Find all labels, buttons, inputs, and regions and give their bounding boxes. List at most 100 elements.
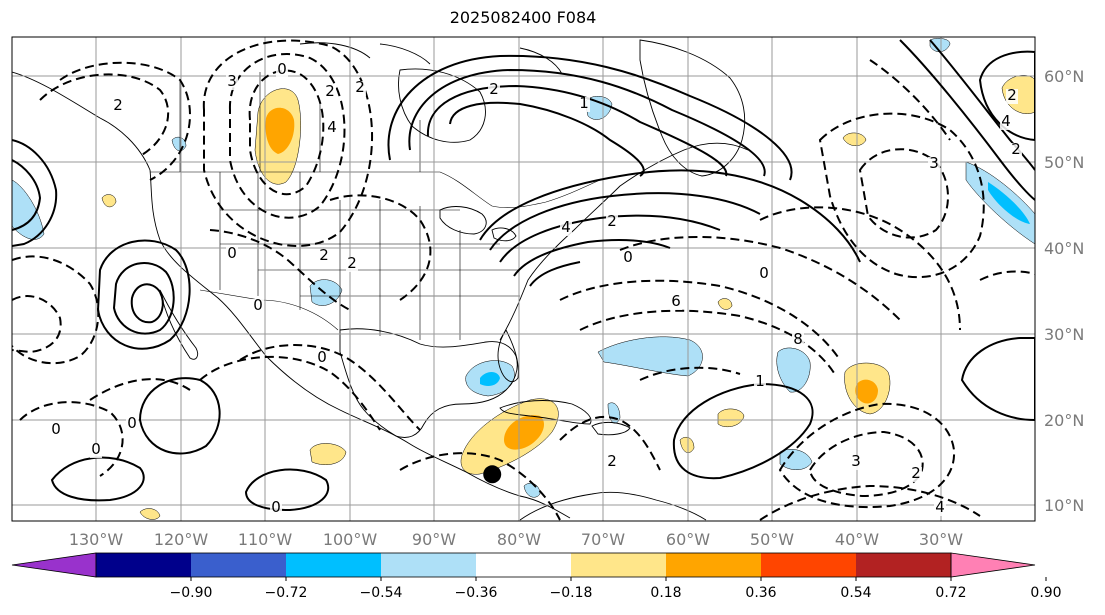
colorbar-segment [476, 553, 572, 577]
contour-line [228, 53, 346, 219]
contour-label-bg [252, 299, 264, 314]
contour-line [59, 61, 191, 181]
colorbar-segment [96, 553, 192, 577]
storm-center-marker [483, 465, 502, 484]
contour-line [12, 255, 100, 365]
contour-line [759, 484, 981, 521]
contour-line [19, 401, 124, 477]
lon-label: 40°W [835, 530, 879, 549]
contour-label: 1 [579, 94, 589, 112]
negative-anomaly-fill [523, 483, 541, 498]
colorbar-tick-label: 0.72 [935, 585, 966, 601]
contour-line [239, 344, 421, 431]
contour-label: 0 [51, 420, 61, 438]
lon-label: 100°W [323, 530, 378, 549]
colorbar-segment [856, 553, 952, 577]
contour-label: 0 [759, 264, 769, 282]
contour-label-bg [928, 157, 940, 172]
contour-label: 2 [911, 464, 921, 482]
canada-province-borders [179, 72, 421, 172]
negative-anomaly-fill [171, 136, 187, 152]
contour-label-bg [326, 121, 338, 136]
contour-line [979, 270, 1035, 281]
contour-label-bg [670, 295, 682, 310]
lat-label: 60°N [1044, 67, 1084, 86]
contour-label: 2 [1007, 86, 1017, 104]
contour-line [929, 39, 1035, 171]
contour-label: 2 [489, 80, 499, 98]
contour-line [499, 214, 721, 263]
contour-line [449, 101, 645, 177]
contour-label: 6 [671, 292, 681, 310]
baja-california [159, 289, 199, 360]
negative-anomaly-fill [779, 449, 813, 470]
contour-line [329, 194, 432, 301]
lon-label: 70°W [581, 530, 625, 549]
contour-line [818, 112, 985, 279]
us-canada-border [150, 171, 601, 208]
contour-line [12, 295, 62, 354]
contour-label: 0 [317, 348, 327, 366]
contour-label-bg [354, 81, 366, 96]
contour-label-bg [754, 375, 766, 390]
contour-label-bg [792, 333, 804, 348]
solid-contours [12, 39, 1035, 512]
contour-line [426, 84, 728, 177]
contour-line [639, 366, 741, 381]
hispaniola [591, 421, 631, 436]
colorbar-tick-label: 0.54 [840, 585, 871, 601]
contour-line [529, 261, 581, 287]
contour-label: 0 [227, 244, 237, 262]
contour-label-bg [606, 455, 618, 470]
contour-label-bg [318, 249, 330, 264]
contour-line [778, 402, 956, 509]
contour-line [479, 169, 861, 263]
contour-label: 2 [607, 452, 617, 470]
south-america-coast [519, 491, 707, 521]
contour-line [408, 68, 766, 177]
lon-label: 50°W [750, 530, 794, 549]
contour-line [12, 139, 58, 247]
positive-anomaly-fill [139, 508, 161, 520]
contour-line [559, 415, 661, 471]
graticule [12, 37, 1035, 521]
negative-anomaly-fill [929, 38, 951, 52]
contour-line [619, 235, 901, 321]
contour-label: 2 [607, 212, 617, 230]
contour-line [672, 382, 814, 480]
contour-line [978, 50, 1035, 142]
lon-label: 120°W [154, 530, 209, 549]
lon-label: 90°W [412, 530, 456, 549]
contour-line [559, 279, 841, 361]
negative-anomaly-fill [597, 336, 703, 377]
contour-label: 0 [623, 248, 633, 266]
contour-line [899, 39, 1035, 201]
contour-label: 3 [929, 154, 939, 172]
lon-label: 30°W [919, 530, 963, 549]
colorbar-under-extend [11, 552, 97, 578]
contour-line [138, 377, 221, 455]
lon-label: 60°W [666, 530, 710, 549]
contour-line [12, 159, 42, 231]
cuba [499, 400, 592, 425]
positive-anomaly-fill [717, 298, 733, 310]
contour-label: 8 [793, 330, 803, 348]
contour-label-bg [50, 423, 62, 438]
contour-line [858, 148, 949, 239]
colorbar-segment [381, 553, 477, 577]
contour-line [387, 54, 793, 181]
positive-anomaly-fill [717, 408, 745, 427]
contour-label-bg [622, 251, 634, 266]
colorbar-segment [666, 553, 762, 577]
florida [497, 329, 519, 382]
contour-label-bg [90, 443, 102, 458]
longitude-labels: 130°W 120°W 110°W 100°W 90°W 80°W 70°W 6… [69, 530, 963, 549]
contour-label: 4 [561, 218, 571, 236]
positive-anomaly-fill [101, 194, 117, 208]
contour-label-bg [560, 221, 572, 236]
colorbar-over-extend [950, 552, 1036, 578]
map-frame [11, 36, 1036, 522]
